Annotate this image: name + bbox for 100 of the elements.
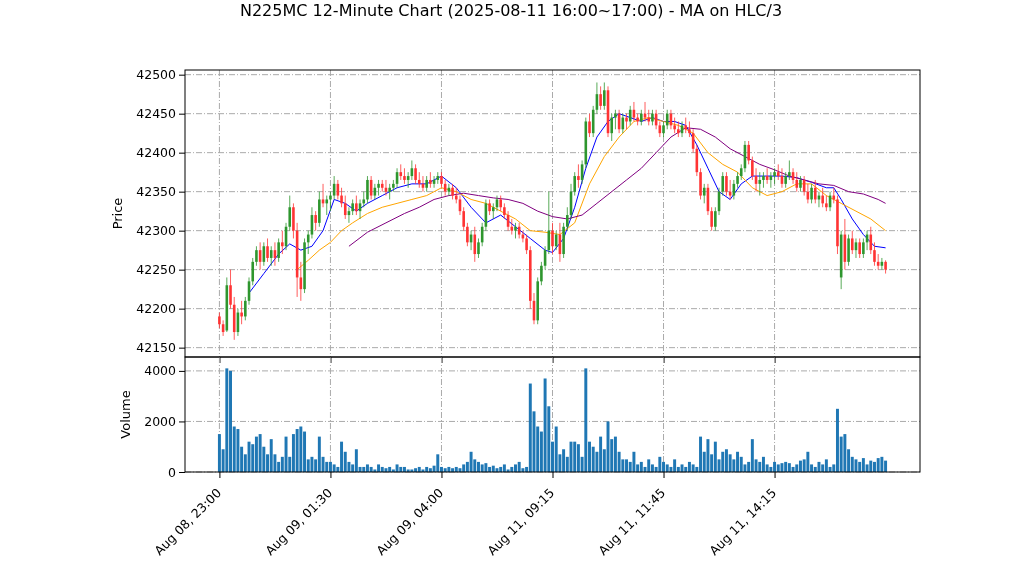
candlestick <box>277 238 280 263</box>
bar <box>706 439 710 472</box>
bar <box>299 426 303 472</box>
candlestick <box>318 191 321 228</box>
bar <box>247 441 251 472</box>
bar <box>691 464 695 472</box>
candlestick <box>340 187 343 208</box>
bar <box>562 449 566 472</box>
candlestick <box>788 160 791 181</box>
candlestick <box>325 195 329 216</box>
bar <box>817 461 821 472</box>
bar <box>784 461 788 472</box>
bar <box>625 459 628 472</box>
y-tick-label: 42200 <box>136 301 177 317</box>
bar <box>462 464 466 472</box>
candlestick <box>466 222 469 247</box>
bar <box>776 464 780 472</box>
bar <box>880 456 884 472</box>
bar <box>795 464 799 472</box>
candlestick <box>603 82 606 111</box>
y-tick-label: 2000 <box>144 413 177 429</box>
y-tick-label: 4000 <box>144 363 177 379</box>
bar <box>639 461 643 472</box>
candlestick <box>477 238 480 259</box>
candlestick <box>699 167 702 200</box>
bar <box>354 449 358 472</box>
candlestick <box>266 238 269 263</box>
bar <box>647 459 651 472</box>
bar <box>436 454 440 472</box>
bar <box>573 441 577 472</box>
candlestick <box>377 179 380 196</box>
candlestick <box>702 183 706 204</box>
bar <box>225 368 229 472</box>
candlestick <box>525 234 528 255</box>
candlestick <box>255 245 258 267</box>
bar <box>269 439 273 472</box>
bar <box>325 461 329 472</box>
y-axis-title: Price <box>110 197 125 230</box>
bar <box>780 463 784 472</box>
bar <box>584 368 588 472</box>
candlestick <box>758 171 762 196</box>
candlestick <box>229 269 232 310</box>
candlestick <box>599 85 602 111</box>
bar <box>721 451 725 472</box>
candlestick <box>269 245 273 267</box>
candlestick <box>577 163 580 189</box>
candlestick <box>684 117 688 134</box>
y-tick-label: 42400 <box>136 145 177 161</box>
candlestick <box>610 113 614 142</box>
bar <box>229 370 232 472</box>
candlestick <box>665 109 669 130</box>
bar <box>858 461 862 472</box>
candlestick <box>414 163 417 185</box>
bar <box>254 436 258 472</box>
bar <box>758 461 762 472</box>
bar <box>340 441 344 472</box>
candlestick <box>514 222 517 239</box>
bar <box>236 429 240 472</box>
y-tick-label: 42300 <box>136 223 177 239</box>
bar <box>773 461 777 472</box>
bar <box>854 459 858 472</box>
bar <box>673 459 677 472</box>
candlestick <box>399 163 403 181</box>
candlestick <box>343 195 347 220</box>
candlestick <box>762 171 765 189</box>
candlestick <box>551 222 554 255</box>
candlestick <box>625 113 628 130</box>
candlestick <box>240 300 243 325</box>
candlestick <box>869 226 873 255</box>
bar <box>528 383 532 472</box>
bar <box>310 456 314 472</box>
y-tick-label: 0 <box>168 464 177 480</box>
y-axis-title: Volume <box>118 390 133 439</box>
candlestick <box>825 195 828 212</box>
candlestick <box>473 226 477 263</box>
bar <box>514 464 517 472</box>
bar <box>680 464 684 472</box>
candlestick <box>821 187 824 208</box>
bar <box>687 461 691 472</box>
y-tick-label: 42500 <box>136 67 177 83</box>
bar <box>484 463 488 472</box>
bar <box>761 456 765 472</box>
bar <box>699 436 703 472</box>
bar <box>599 436 603 472</box>
bar <box>477 461 480 472</box>
bar <box>395 464 399 472</box>
candlestick <box>628 105 632 126</box>
bar <box>861 458 865 472</box>
candlestick <box>747 140 750 165</box>
bar <box>658 456 662 472</box>
bar <box>217 434 221 472</box>
bar <box>750 439 754 472</box>
bar <box>843 434 847 472</box>
bar <box>806 451 810 472</box>
candlestick <box>614 109 617 130</box>
bar <box>517 461 521 472</box>
y-tick-label: 42250 <box>136 262 177 278</box>
y-tick-label: 42350 <box>136 184 177 200</box>
candlestick <box>847 234 850 267</box>
bar <box>284 436 288 472</box>
